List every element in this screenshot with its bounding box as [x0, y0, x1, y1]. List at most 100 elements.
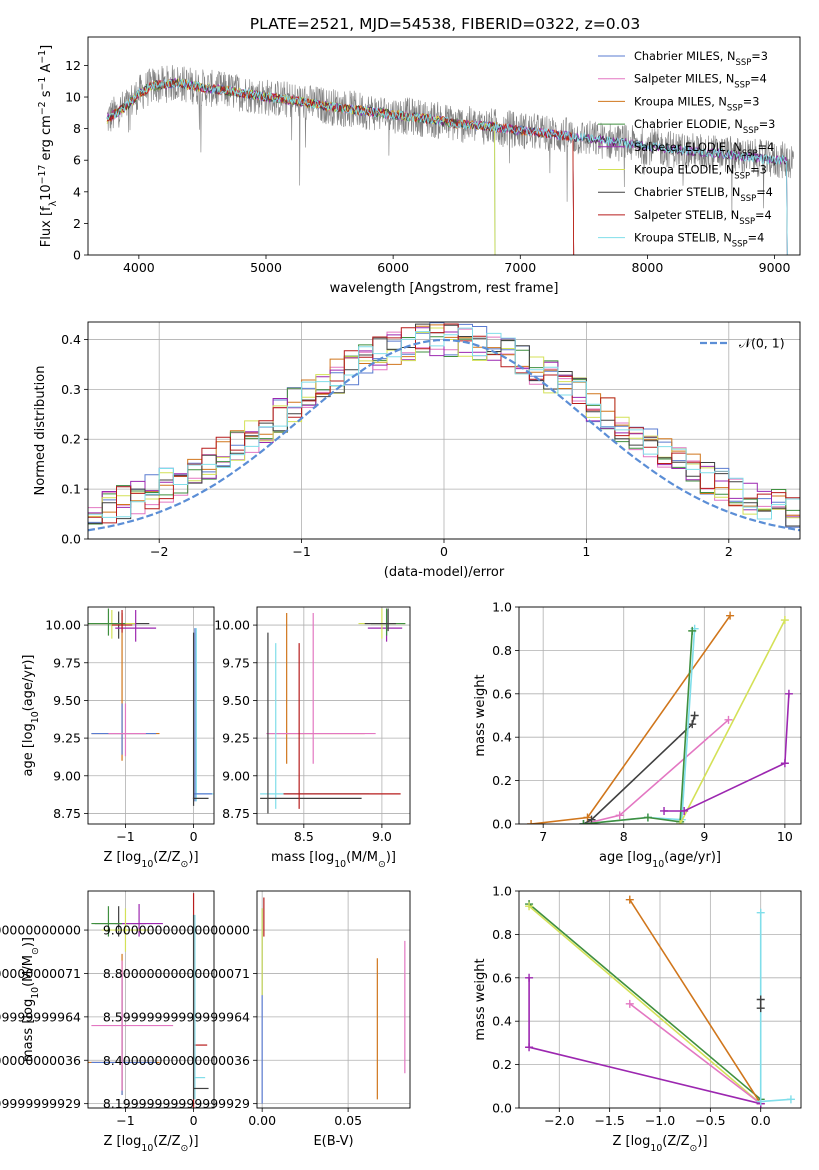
x-axis-label-part: Z [log: [612, 1134, 650, 1149]
y-tick-label: 2: [73, 216, 81, 231]
x-tick-label: −2: [150, 544, 168, 559]
y-tick-label: 9.00: [222, 768, 250, 783]
plot-area: [261, 897, 406, 1104]
errorbar-point: [192, 632, 209, 806]
grid: [257, 607, 410, 824]
x-axis-label: wavelength [Angstrom, rest frame]: [330, 281, 559, 296]
residual-histogram: [88, 327, 800, 520]
x-tick-label: 0.0: [751, 1113, 771, 1128]
x-axis-label-part: 10: [650, 1143, 662, 1154]
x-axis-label: Z [log10(Z/Z⊙)]: [612, 1134, 707, 1154]
y-axis-label-part: 10: [30, 987, 41, 999]
x-tick-label: 4000: [123, 260, 155, 275]
y-tick-label: 1.0: [492, 884, 512, 899]
x-tick-label: −1.0: [645, 1113, 675, 1128]
y-tick-label: 10.00: [45, 618, 81, 633]
y-tick-label: 8.40000000000000036: [0, 1053, 81, 1068]
errorbar-point: [88, 608, 126, 636]
x-axis-label-part: ⊙: [378, 859, 386, 870]
weight-marker: [583, 813, 592, 822]
y-tick-label: 8.75: [53, 806, 81, 821]
plot-area: [525, 895, 795, 1108]
errorbar-point: [364, 608, 396, 632]
y-axis-label-part: 10: [30, 711, 41, 723]
errorbar-point: [192, 914, 209, 1100]
x-tick-label: −0.5: [695, 1113, 725, 1128]
weight-marker: [756, 995, 765, 1004]
errorbar-point: [91, 975, 157, 1095]
weight-marker: [786, 1095, 795, 1104]
plot-area: [527, 611, 793, 824]
legend-label: Chabrier MILES, NSSP=3: [634, 50, 768, 67]
y-tick-label: 8.80000000000000071: [0, 966, 81, 981]
weight-marker: [690, 711, 699, 720]
y-tick-label: 8.59999999999999964: [0, 1009, 81, 1024]
x-axis-label-part: )]: [188, 850, 198, 865]
y-tick-label: 9.75: [222, 655, 250, 670]
panel-age_vs_mass: 8.5 9.0 8.75 9.00 9.25 9.50 9.75 10.00 mass [log…: [214, 606, 411, 870]
legend-label-part: =3: [751, 50, 768, 63]
errorbar-point: [111, 610, 133, 633]
x-tick-label: −1: [292, 544, 310, 559]
legend-label: Chabrier ELODIE, NSSP=3: [634, 118, 775, 135]
legend-label-part: =3: [750, 164, 767, 177]
y-axis-label-part: −2: [37, 101, 48, 115]
legend-label-part: Salpeter MILES, N: [634, 73, 734, 86]
weight-line: [528, 905, 762, 1105]
legend-label-part: Salpeter STELIB, N: [634, 209, 739, 222]
x-tick-label: 10: [777, 829, 793, 844]
y-axis-label: mass [log10(M/M⊙)]: [21, 937, 41, 1062]
x-axis-label-part: Z [log: [103, 850, 141, 865]
y-tick-label: 0.8: [492, 643, 512, 658]
legend-label-part: Chabrier STELIB, N: [634, 186, 740, 199]
x-tick-label: 6000: [377, 260, 409, 275]
weight-marker: [660, 806, 669, 815]
x-axis-label: (data-model)/error: [384, 565, 505, 580]
weight-marker: [756, 908, 765, 917]
weight-marker: [688, 720, 697, 729]
plot-area: [260, 608, 406, 814]
errorbar-point: [193, 914, 206, 1100]
weight-marker: [525, 902, 534, 911]
legend-label-part: SSP: [743, 125, 759, 135]
panel-mass_vs_EBV: 0.00 0.05 8.19999999999999929 8.40000000000…: [103, 890, 411, 1149]
errorbar-point: [260, 643, 370, 809]
y-tick-label: 1.0: [492, 600, 512, 615]
errorbar-point: [91, 703, 157, 755]
errorbar-point: [283, 643, 401, 809]
ticks: 4000 5000 6000 7000 8000 9000 0 2 4 6 8 10 12: [65, 58, 790, 275]
legend-label: Chabrier STELIB, NSSP=4: [634, 186, 773, 203]
x-tick-label: 9000: [759, 260, 791, 275]
legend-label-part: SSP: [740, 193, 756, 203]
weight-marker: [784, 689, 793, 698]
y-tick-label: 12: [65, 58, 81, 73]
x-tick-label: 8: [620, 829, 628, 844]
y-axis-label-part: ]: [39, 45, 54, 50]
legend-label-part: SSP: [742, 148, 758, 158]
legend-label-part: =4: [756, 186, 773, 199]
y-axis-label-part: −1: [37, 77, 48, 91]
panel-residuals: −2 −1 0 1 2 0.0 0.1 0.2 0.3 0.4 (data-model)/error…: [33, 321, 801, 580]
legend: 𝒩(0, 1): [700, 336, 785, 351]
weight-marker: [587, 815, 596, 824]
errorbar-point: [101, 908, 150, 952]
errorbar-point: [91, 906, 123, 937]
x-tick-label: 7: [539, 829, 547, 844]
legend-label-part: =4: [750, 73, 767, 86]
y-tick-label: 8.75: [222, 806, 250, 821]
y-axis-label-part: (M/M: [21, 955, 36, 987]
legend-label-part: SSP: [734, 171, 750, 181]
y-axis-label-part: −1: [37, 50, 48, 64]
y-tick-label: 10: [65, 90, 81, 105]
errorbar-point: [260, 632, 362, 814]
y-tick-label: 0.2: [492, 1057, 512, 1072]
legend-label: Salpeter MILES, NSSP=4: [634, 73, 767, 90]
y-tick-label: 0.6: [492, 970, 512, 985]
weight-line: [583, 630, 693, 824]
y-axis-label-part: λ: [48, 200, 59, 206]
y-tick-label: 8.40000000000000036: [103, 1053, 250, 1068]
x-axis-label-part: 10: [334, 859, 346, 870]
